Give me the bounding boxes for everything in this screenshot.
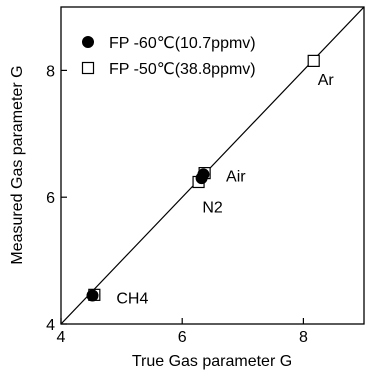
legend-marker [81, 61, 95, 75]
legend-marker [82, 36, 94, 48]
x-axis-label: True Gas parameter G [132, 353, 292, 370]
data-point-ch4 [86, 289, 99, 302]
point-label-ar: Ar [318, 72, 335, 89]
point-label-n2: N2 [202, 200, 223, 217]
y-tick-label: 4 [46, 317, 55, 334]
x-tick-label: 6 [178, 329, 187, 346]
y-tick-label: 6 [46, 190, 55, 207]
point-label-air: Air [226, 169, 246, 186]
x-tick-label: 8 [299, 329, 308, 346]
data-point-ar [307, 54, 320, 67]
y-axis-label: Measured Gas parameter G [9, 65, 26, 264]
point-label-ch4: CH4 [116, 290, 148, 307]
legend-entry: FP -50℃(38.8ppmv) [109, 61, 256, 78]
x-tick-label: 4 [57, 329, 66, 346]
legend-entry: FP -60℃(10.7ppmv) [109, 35, 256, 52]
legend: FP -60℃(10.7ppmv) FP -50℃(38.8ppmv) [81, 35, 256, 78]
y-tick-label: 8 [46, 63, 55, 80]
data-point-air [197, 168, 210, 181]
